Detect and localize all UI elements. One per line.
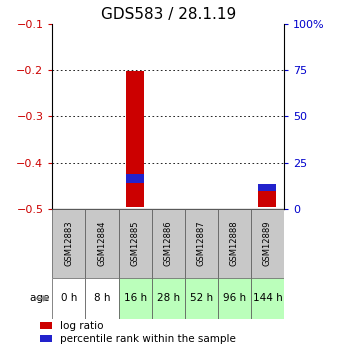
Text: percentile rank within the sample: percentile rank within the sample	[61, 334, 236, 344]
Text: GSM12888: GSM12888	[230, 220, 239, 266]
Text: GSM12883: GSM12883	[65, 220, 73, 266]
Bar	[152, 209, 185, 278]
Text: GSM12885: GSM12885	[130, 220, 140, 266]
Text: 144 h: 144 h	[252, 294, 282, 303]
Bar	[258, 184, 276, 191]
Bar	[185, 209, 218, 278]
Text: 8 h: 8 h	[94, 294, 110, 303]
Bar	[126, 174, 144, 183]
Text: 0 h: 0 h	[61, 294, 77, 303]
Title: GDS583 / 28.1.19: GDS583 / 28.1.19	[100, 7, 236, 22]
Text: GSM12884: GSM12884	[97, 220, 106, 266]
Text: age: age	[30, 294, 52, 303]
Bar	[41, 335, 52, 342]
Bar	[52, 278, 86, 319]
Text: GSM12886: GSM12886	[164, 220, 173, 266]
Bar	[86, 278, 119, 319]
Text: 28 h: 28 h	[156, 294, 180, 303]
Text: 96 h: 96 h	[223, 294, 246, 303]
Bar	[86, 209, 119, 278]
Bar	[41, 322, 52, 329]
Bar	[126, 71, 144, 207]
Bar	[218, 278, 251, 319]
Bar	[251, 278, 284, 319]
Text: GSM12889: GSM12889	[263, 220, 272, 266]
Bar	[119, 209, 152, 278]
Text: GSM12887: GSM12887	[197, 220, 206, 266]
Text: 52 h: 52 h	[190, 294, 213, 303]
Text: log ratio: log ratio	[61, 321, 104, 331]
Bar	[218, 209, 251, 278]
Text: 16 h: 16 h	[123, 294, 147, 303]
Bar	[52, 209, 86, 278]
Bar	[152, 278, 185, 319]
Bar	[258, 191, 276, 207]
Bar	[251, 209, 284, 278]
Bar	[185, 278, 218, 319]
Bar	[119, 278, 152, 319]
